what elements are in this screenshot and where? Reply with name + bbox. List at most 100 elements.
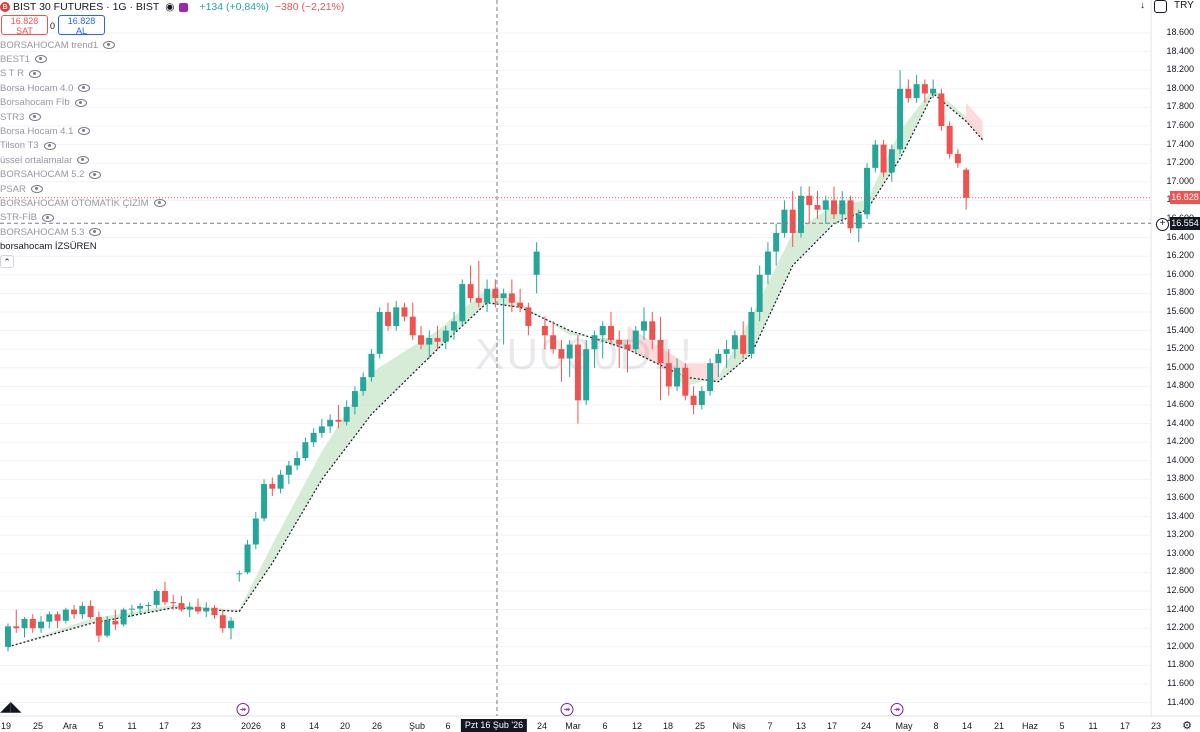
candle-body bbox=[764, 251, 771, 275]
candle-body bbox=[203, 607, 210, 612]
cursor-time-badge: Pzt 16 Şub '26 bbox=[460, 719, 528, 732]
event-marker-icon[interactable]: ↠ bbox=[890, 703, 904, 716]
indicator-item[interactable]: STR3 bbox=[0, 110, 42, 124]
time-tick-label: 25 bbox=[694, 721, 706, 731]
indicator-item[interactable]: Borsahocam Fİb bbox=[0, 96, 87, 110]
candle-body bbox=[393, 307, 400, 326]
collapse-legend-button[interactable]: ⌃ bbox=[0, 255, 14, 268]
candle-body bbox=[351, 391, 358, 407]
color-swatch[interactable] bbox=[179, 2, 189, 12]
candle-body bbox=[517, 302, 524, 308]
indicator-label: BORSAHOCAM 5.2 bbox=[0, 169, 85, 181]
replay-icon[interactable] bbox=[1154, 0, 1167, 13]
indicator-item[interactable]: PSAR bbox=[0, 182, 43, 196]
indicator-item[interactable]: STR-FİB bbox=[0, 211, 54, 225]
price-tick-label: 18.200 bbox=[1166, 64, 1194, 75]
candle-body bbox=[525, 307, 532, 326]
eye-hidden-icon[interactable] bbox=[74, 98, 87, 107]
candle-body bbox=[21, 618, 28, 629]
candle-body bbox=[186, 606, 193, 610]
candle-body bbox=[219, 615, 226, 629]
candle-body bbox=[327, 419, 334, 427]
eye-icon[interactable]: ◉ bbox=[165, 1, 175, 13]
sell-button[interactable]: 16.828 SAT bbox=[1, 15, 48, 35]
indicator-item[interactable]: Borsa Hocam 4.0 bbox=[0, 81, 91, 95]
candle-body bbox=[690, 395, 697, 405]
candle-body bbox=[475, 298, 482, 303]
indicator-item[interactable]: BORSAHOCAM 5.2 bbox=[0, 168, 102, 182]
indicator-item[interactable]: S T R bbox=[0, 67, 41, 81]
price-tick-label: 14.600 bbox=[1166, 399, 1194, 409]
trend-band-down bbox=[966, 102, 983, 140]
indicator-item[interactable]: Borsa Hocam 4.1 bbox=[0, 124, 91, 138]
candle-body bbox=[484, 288, 491, 303]
symbol-watermark: XU030D1! bbox=[475, 330, 695, 379]
candle-body bbox=[789, 209, 796, 233]
event-marker-icon[interactable]: ↠ bbox=[236, 703, 250, 716]
time-tick-label: Haz bbox=[1021, 721, 1039, 731]
eye-hidden-icon[interactable] bbox=[78, 84, 91, 93]
candle-body bbox=[54, 614, 61, 621]
time-tick-label: 6 bbox=[445, 721, 451, 731]
candle-body bbox=[228, 620, 235, 629]
indicator-label: Borsahocam Fİb bbox=[0, 97, 70, 109]
time-tick-label: 17 bbox=[158, 721, 170, 731]
change-percent: −380 (−2,21%) bbox=[274, 1, 345, 13]
candle-body bbox=[104, 620, 111, 636]
indicator-item[interactable]: BORSAHOCAM OTOMATİK ÇİZİM bbox=[0, 196, 166, 210]
candle-body bbox=[930, 88, 937, 94]
add-alert-plus-icon[interactable]: + bbox=[1156, 218, 1169, 231]
eye-hidden-icon[interactable] bbox=[89, 170, 102, 179]
eye-hidden-icon[interactable] bbox=[29, 113, 42, 121]
arrow-down-icon[interactable]: ↓ bbox=[1140, 0, 1145, 11]
time-tick-label: Ara bbox=[62, 721, 78, 731]
currency-selector[interactable]: TRY bbox=[1174, 0, 1194, 11]
indicator-label: borsahocam İZSÜREN bbox=[0, 241, 97, 253]
candle-body bbox=[285, 465, 292, 475]
time-tick-label: Mar bbox=[565, 721, 581, 731]
candle-body bbox=[831, 200, 837, 215]
eye-hidden-icon[interactable] bbox=[30, 185, 43, 193]
candle-body bbox=[153, 591, 160, 605]
candle-body bbox=[558, 349, 565, 359]
symbol-header: B BIST 30 FUTURES · 1G · BIST ◉ +134 (+0… bbox=[0, 0, 344, 14]
indicator-label: PSAR bbox=[0, 183, 26, 195]
time-tick-label: 8 bbox=[933, 721, 939, 731]
time-tick-label: 25 bbox=[32, 721, 44, 731]
eye-hidden-icon[interactable] bbox=[77, 156, 90, 165]
indicator-item[interactable]: BEST1 bbox=[0, 52, 48, 66]
indicator-item[interactable]: BORSAHOCAM 5.3 bbox=[0, 225, 102, 239]
indicator-item[interactable]: borsahocam İZSÜREN bbox=[0, 240, 97, 254]
symbol-title[interactable]: BIST 30 FUTURES · 1G · BIST bbox=[13, 1, 160, 13]
eye-hidden-icon[interactable] bbox=[153, 199, 166, 208]
candle-body bbox=[62, 609, 69, 621]
candle-body bbox=[541, 325, 548, 336]
candle-body bbox=[583, 349, 590, 401]
indicator-item[interactable]: üssel ortalamalar bbox=[0, 153, 90, 167]
price-tick-label: 15.600 bbox=[1166, 306, 1194, 316]
time-tick-label: 24 bbox=[536, 721, 548, 731]
indicator-item[interactable]: Tilson T3 bbox=[0, 139, 56, 153]
eye-hidden-icon[interactable] bbox=[78, 127, 91, 136]
tradingview-logo-icon[interactable]: ◢◣ bbox=[0, 698, 22, 714]
indicator-item[interactable]: BORSAHOCAM trend1 bbox=[0, 38, 116, 52]
eye-hidden-icon[interactable] bbox=[43, 141, 56, 150]
eye-hidden-icon[interactable] bbox=[89, 228, 102, 237]
candle-body bbox=[938, 93, 945, 126]
buy-button[interactable]: 16.828 AL bbox=[58, 15, 105, 35]
eye-hidden-icon[interactable] bbox=[35, 55, 48, 64]
gear-icon[interactable]: ⚙ bbox=[1182, 720, 1192, 732]
event-marker-icon[interactable]: ↠ bbox=[560, 703, 574, 716]
candle-body bbox=[797, 195, 804, 233]
candle-body bbox=[847, 200, 854, 229]
eye-hidden-icon[interactable] bbox=[41, 213, 54, 222]
time-tick-label: 5 bbox=[1059, 721, 1065, 731]
price-tick-label: 15.800 bbox=[1166, 287, 1194, 298]
eye-hidden-icon[interactable] bbox=[103, 41, 116, 49]
exchange-logo-icon: B bbox=[0, 2, 10, 12]
candle-body bbox=[641, 321, 648, 331]
eye-hidden-icon[interactable] bbox=[28, 69, 41, 78]
candle-body bbox=[244, 544, 251, 573]
time-tick-label: 20 bbox=[339, 721, 351, 731]
